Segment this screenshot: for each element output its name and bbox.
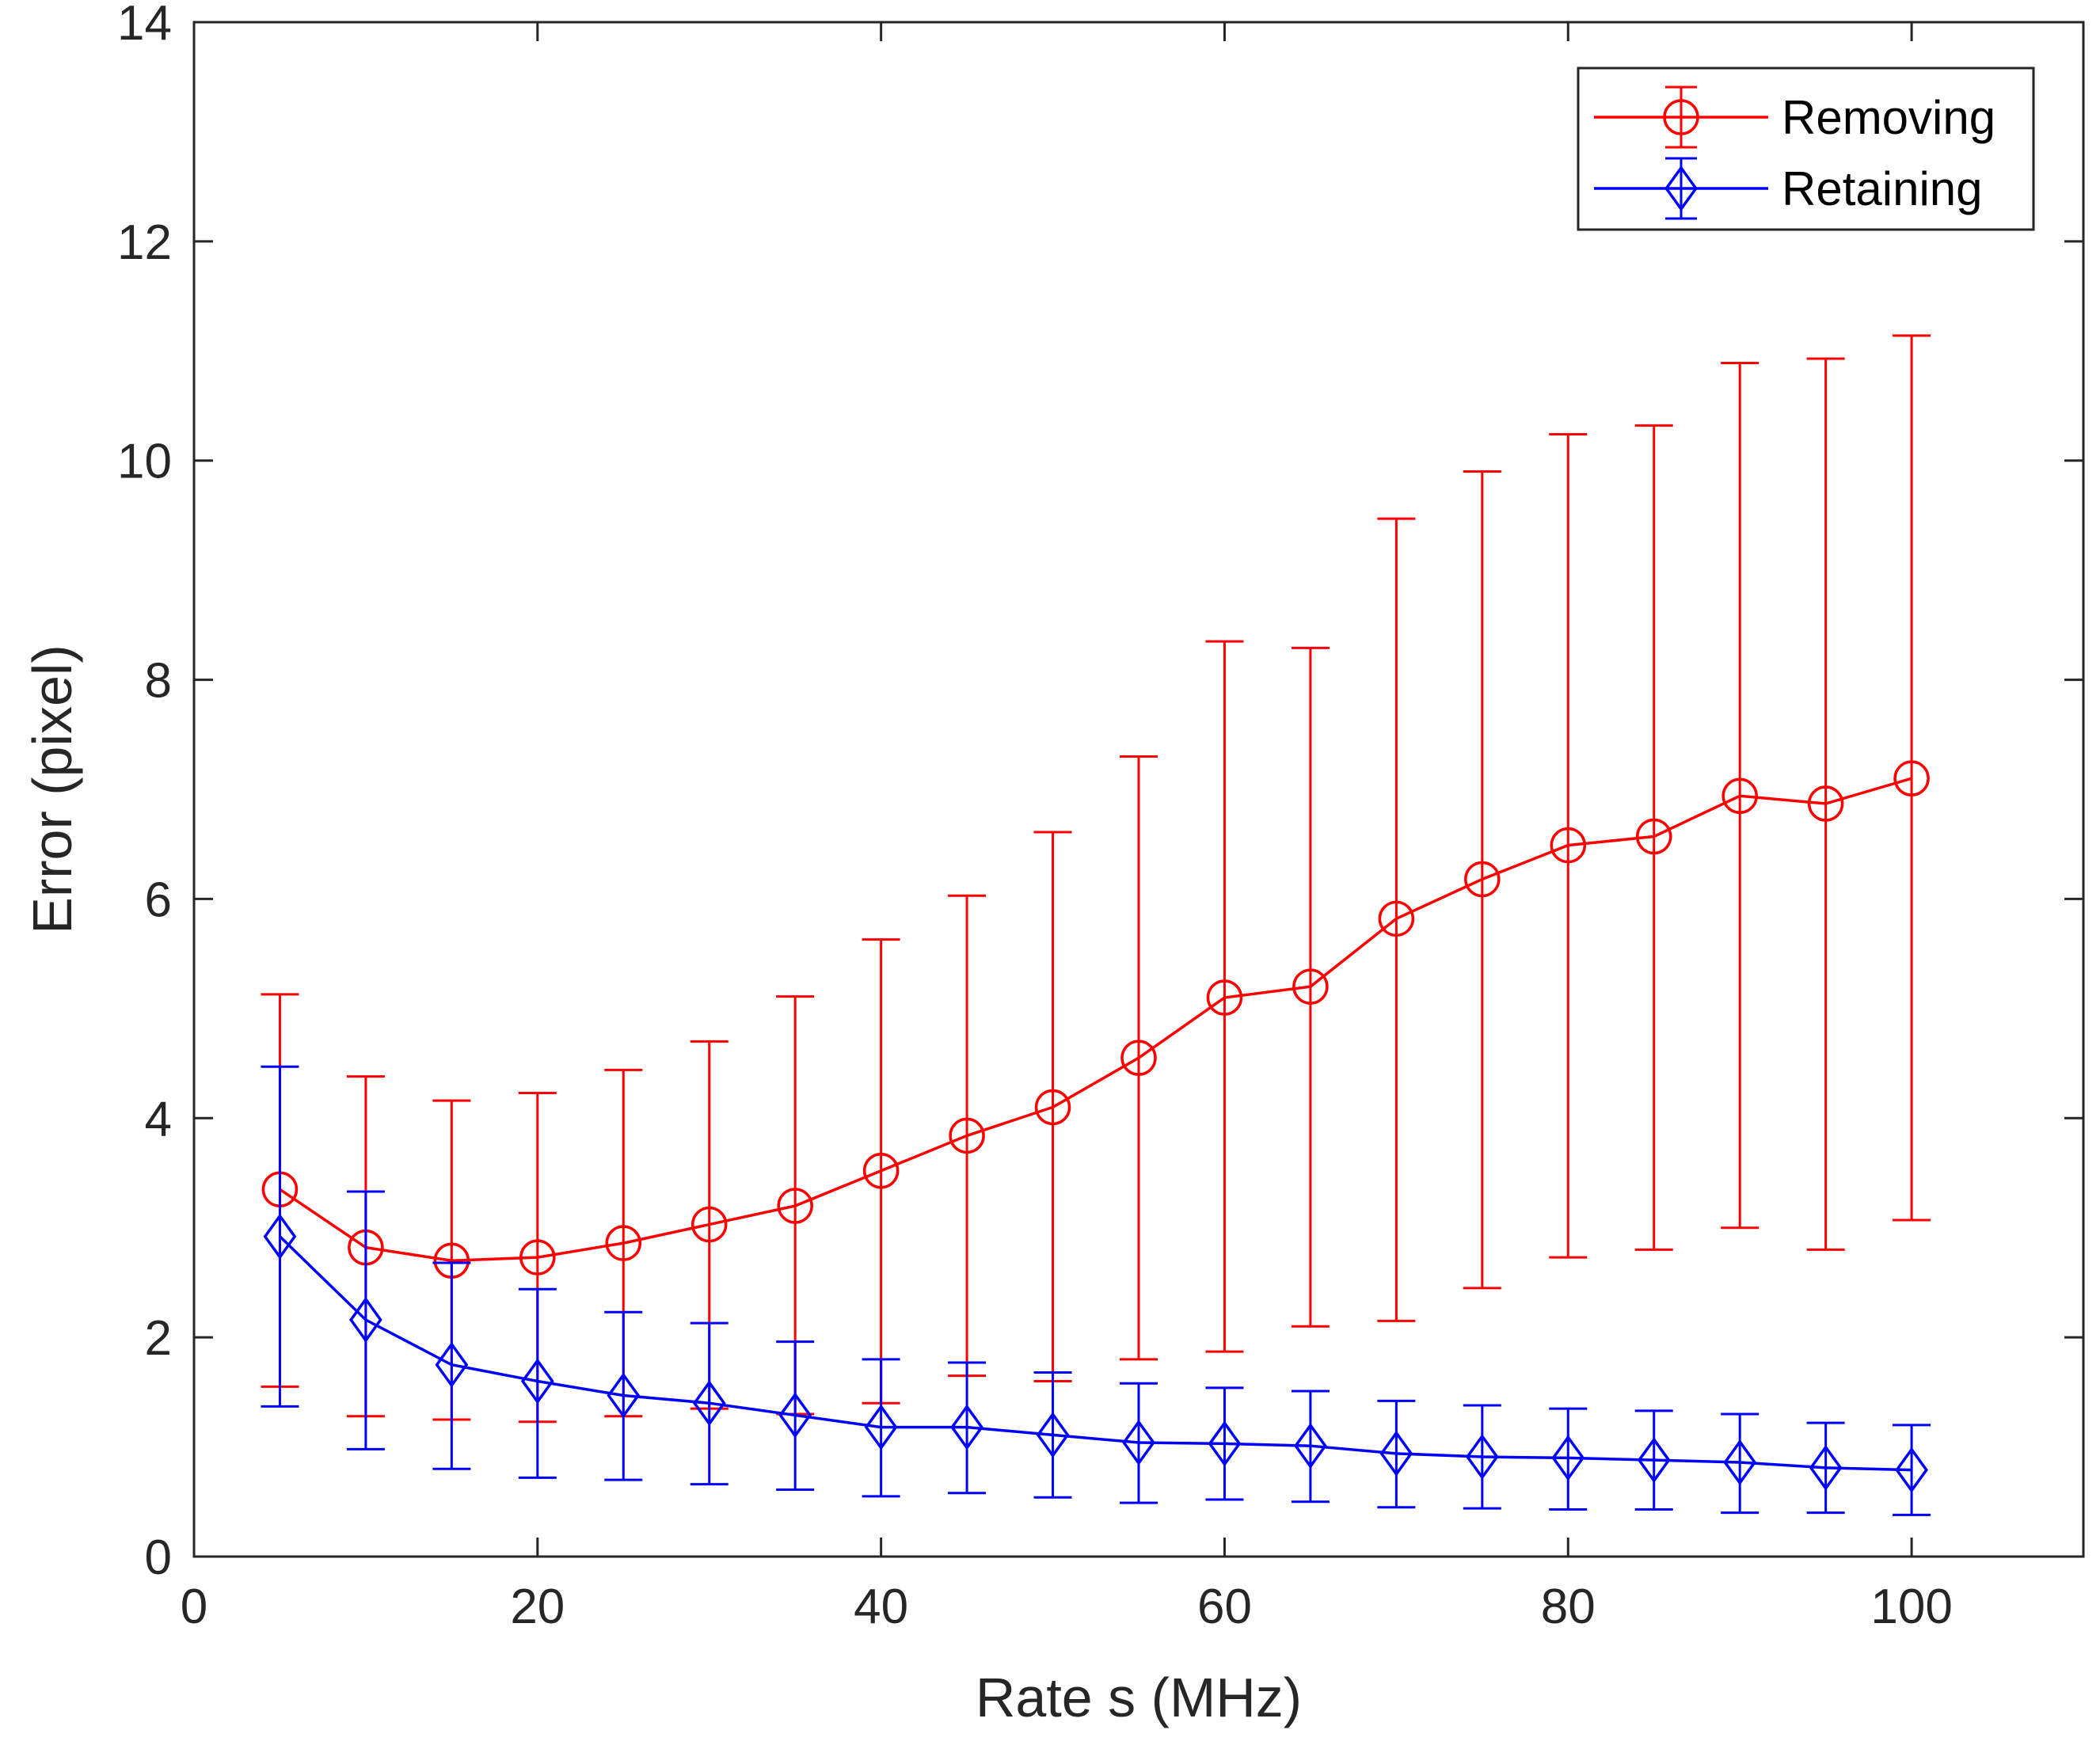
- x-tick-label: 40: [854, 1580, 908, 1634]
- legend: Removing Retaining: [1577, 67, 2035, 231]
- x-axis-title: Rate s (MHz): [976, 1667, 1302, 1728]
- removing-data-point: [1206, 979, 1243, 1016]
- y-tick-label: 2: [145, 1311, 172, 1366]
- retaining-data-point: [1122, 1420, 1155, 1466]
- plot-frame: [192, 21, 2085, 1558]
- retaining-data-point: [1465, 1434, 1499, 1481]
- removing-data-point: [1292, 968, 1329, 1005]
- x-tick-label: 20: [510, 1580, 565, 1634]
- y-tick-label: 6: [145, 872, 172, 927]
- legend-box: [1577, 67, 2035, 231]
- x-tick-label: 100: [1870, 1580, 1952, 1634]
- legend-label: Retaining: [1782, 162, 1983, 215]
- x-tick-label: 0: [181, 1580, 207, 1634]
- removing-data-point: [1635, 818, 1672, 855]
- retaining-data-point: [1294, 1423, 1327, 1469]
- removing-series-line: [279, 777, 1912, 1262]
- retaining-data-point: [950, 1404, 983, 1450]
- retaining-data-point: [1895, 1447, 1928, 1493]
- legend-entry-retaining: Retaining: [1594, 157, 1983, 220]
- retaining-data-point: [778, 1392, 812, 1439]
- x-tick-label: 60: [1197, 1580, 1252, 1634]
- y-tick-label: 14: [117, 0, 172, 51]
- axis-ticks: 0 20 40 60 80 100 0 2 4 6 8 10 12 14: [117, 0, 2083, 1634]
- legend-marker-diamond: [1664, 165, 1698, 211]
- retaining-data-point: [864, 1404, 898, 1450]
- retaining-series: [261, 1065, 1931, 1516]
- data-series: [261, 334, 1931, 1516]
- removing-data-point: [1721, 777, 1758, 815]
- retaining-data-point: [1551, 1435, 1585, 1481]
- removing-data-point: [1550, 827, 1587, 864]
- removing-data-point: [690, 1206, 728, 1243]
- retaining-data-point: [1809, 1444, 1843, 1491]
- y-tick-label: 10: [117, 435, 172, 489]
- y-tick-label: 4: [145, 1092, 172, 1146]
- removing-data-point: [1464, 861, 1501, 898]
- removing-data-point: [605, 1225, 642, 1261]
- legend-label: Removing: [1782, 91, 1995, 144]
- retaining-data-point: [435, 1341, 469, 1388]
- removing-data-point: [1893, 760, 1930, 796]
- y-tick-label: 0: [145, 1530, 172, 1585]
- removing-data-point: [777, 1188, 813, 1224]
- removing-data-point: [1034, 1089, 1071, 1126]
- legend-entry-removing: Removing: [1594, 86, 1995, 149]
- retaining-data-point: [1379, 1430, 1413, 1477]
- retaining-data-point: [520, 1358, 554, 1405]
- removing-data-point: [1378, 900, 1415, 937]
- retaining-data-point: [1208, 1420, 1242, 1467]
- x-tick-label: 80: [1541, 1580, 1596, 1634]
- retaining-data-point: [1036, 1412, 1070, 1458]
- removing-data-point: [519, 1239, 556, 1275]
- removing-data-point: [862, 1152, 900, 1189]
- retaining-data-point: [607, 1372, 641, 1419]
- retaining-data-point: [692, 1380, 726, 1427]
- y-axis-title: Error (pixel): [21, 644, 83, 934]
- retaining-data-point: [349, 1296, 382, 1343]
- y-tick-label: 8: [145, 654, 172, 709]
- legend-marker-circle: [1663, 99, 1699, 135]
- retaining-data-point: [1637, 1437, 1671, 1484]
- legend-entries: Removing Retaining: [1594, 86, 1995, 220]
- retaining-data-point: [263, 1213, 297, 1260]
- removing-data-point: [949, 1117, 985, 1154]
- removing-data-point: [1807, 785, 1844, 822]
- retaining-data-point: [1723, 1439, 1757, 1485]
- removing-data-point: [1120, 1040, 1157, 1076]
- y-tick-label: 12: [117, 215, 172, 270]
